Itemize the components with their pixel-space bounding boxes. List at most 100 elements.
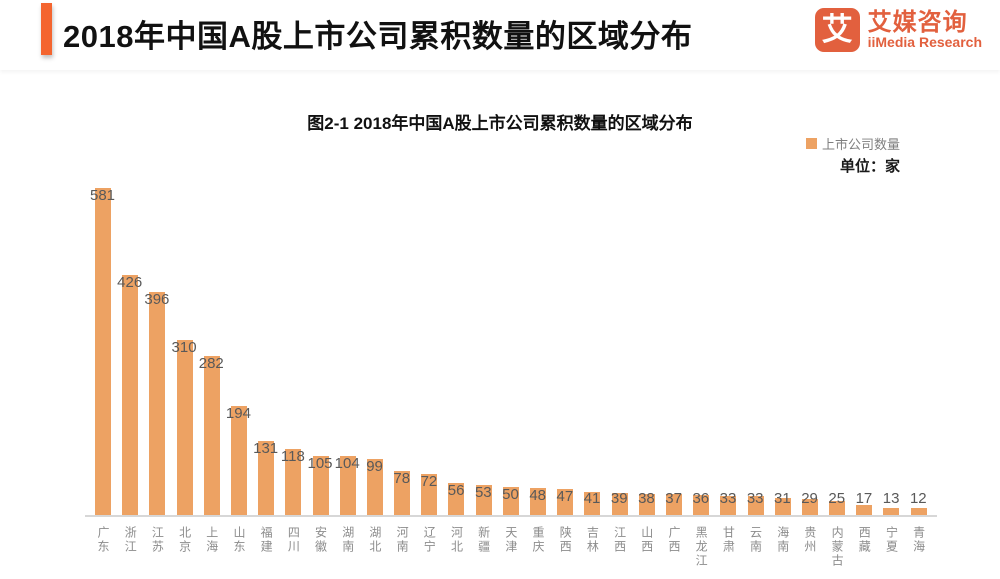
x-axis-label-text: 浙江 (123, 526, 138, 554)
bar-value-label: 72 (420, 473, 438, 490)
x-axis-label-text: 吉林 (585, 526, 600, 554)
bar-value-label: 105 (307, 455, 333, 472)
bar-value-label: 38 (638, 490, 655, 507)
bar: 12 (910, 491, 927, 515)
x-axis-label: 上海 (204, 526, 220, 568)
bar: 50 (502, 486, 519, 515)
x-axis-label: 新疆 (476, 526, 492, 568)
x-axis-label: 浙江 (122, 526, 138, 568)
x-axis-label-text: 广东 (96, 526, 110, 554)
bar-value-label: 396 (144, 291, 170, 308)
x-axis-label-text: 上海 (204, 526, 219, 554)
bar: 72 (421, 474, 437, 515)
bar-value-label: 53 (474, 484, 492, 501)
bar-value-label: 282 (198, 355, 224, 372)
iimedia-logo: 艾 艾媒咨询 iiMedia Research (814, 8, 982, 52)
x-axis-label-text: 河南 (395, 526, 410, 554)
logo-name-en: iiMedia Research (867, 34, 982, 51)
bar-value-label: 33 (746, 490, 764, 507)
report-header: 2018年中国A股上市公司累积数量的区域分布 艾 艾媒咨询 iiMedia Re… (0, 0, 1000, 70)
x-axis-label-text: 江苏 (150, 526, 165, 554)
bar: 78 (393, 470, 411, 515)
bar: 396 (144, 292, 169, 515)
bar-value-label: 36 (692, 490, 710, 507)
bar: 105 (307, 456, 333, 515)
bar: 37 (665, 490, 682, 515)
x-axis-label: 云南 (748, 526, 764, 568)
report-title: 2018年中国A股上市公司累积数量的区域分布 (63, 19, 693, 54)
x-axis-label-text: 云南 (748, 526, 763, 554)
bar-value-label: 104 (334, 455, 360, 472)
bar-value-label: 39 (610, 490, 628, 507)
title-accent-bar (41, 3, 52, 55)
x-axis-label: 福建 (258, 526, 274, 568)
bar-value-label: 56 (447, 482, 465, 499)
x-axis-label-text: 山西 (639, 526, 654, 554)
x-axis-label-text: 新疆 (476, 526, 491, 554)
x-axis-label: 海南 (775, 526, 791, 568)
x-axis-label: 北京 (177, 526, 193, 568)
bar-value-label: 50 (502, 486, 519, 503)
x-axis-label: 黑龙江 (693, 526, 709, 568)
x-axis-label: 贵州 (802, 526, 818, 568)
bar: 33 (720, 491, 736, 515)
bar-value-label: 131 (253, 440, 279, 457)
x-axis-label: 宁夏 (883, 526, 899, 568)
bar: 104 (335, 456, 360, 515)
bar: 39 (610, 490, 628, 515)
bar-value-label: 118 (280, 448, 305, 465)
x-axis-label: 西藏 (856, 526, 872, 568)
x-axis-label: 天津 (503, 526, 519, 568)
legend-label: 上市公司数量 (821, 137, 900, 152)
bar: 194 (226, 406, 251, 515)
chart-title: 图2-1 2018年中国A股上市公司累积数量的区域分布 (307, 114, 693, 133)
x-axis-label-text: 福建 (259, 526, 274, 554)
bar-value-label: 31 (774, 490, 791, 507)
x-axis-label-text: 安徽 (313, 526, 328, 554)
x-axis-label: 重庆 (530, 526, 546, 568)
bar-value-label: 426 (117, 274, 143, 291)
x-axis-label-text: 湖北 (367, 526, 382, 554)
bar-value-label: 310 (171, 339, 197, 356)
unit-label: 单位：家 (839, 158, 900, 175)
bar-value-label: 99 (366, 458, 383, 475)
bar-value-label: 13 (882, 490, 900, 507)
bar-value-label: 48 (529, 487, 547, 504)
bar: 38 (638, 490, 655, 515)
bar: 53 (474, 484, 492, 515)
x-axis-label-text: 湖南 (340, 526, 355, 554)
bar: 13 (883, 491, 899, 515)
x-axis-label-text: 宁夏 (884, 526, 899, 554)
bar: 25 (828, 491, 845, 515)
x-axis-label: 辽宁 (421, 526, 437, 568)
x-axis-label-text: 山东 (231, 526, 246, 554)
bar: 48 (529, 487, 547, 515)
x-axis-label: 江西 (612, 526, 628, 568)
bar: 56 (448, 483, 464, 515)
bar-value-label: 581 (89, 187, 116, 204)
x-axis-label: 河北 (448, 526, 464, 568)
bar-value-label: 194 (225, 405, 251, 422)
x-axis-label: 广西 (666, 526, 682, 568)
x-axis-label-text: 河北 (449, 526, 464, 554)
logo-glyph: 艾 (821, 11, 853, 47)
chart-legend: 上市公司数量 (805, 134, 900, 153)
x-axis-label-text: 江西 (612, 526, 627, 554)
x-axis-label-text: 天津 (503, 526, 518, 554)
logo-name-zh: 艾媒咨询 (867, 9, 968, 37)
x-axis-label-text: 内蒙古 (830, 526, 845, 568)
bar-value-label: 41 (583, 490, 601, 507)
bar: 118 (281, 449, 305, 515)
bar: 99 (366, 458, 383, 515)
x-axis-label: 陕西 (557, 526, 573, 568)
legend-swatch (805, 138, 817, 149)
bar-value-label: 37 (665, 490, 682, 507)
x-axis-label: 吉林 (584, 526, 600, 568)
iimedia-logo-icon: 艾 (814, 8, 860, 52)
bar: 33 (747, 491, 764, 515)
bar: 47 (557, 489, 573, 515)
bar-plot: 581 426 396 310 282 194 131 118 105 104 99 78 72 56 53… (85, 179, 937, 517)
x-axis-label-text: 贵州 (802, 526, 817, 554)
bar-value-label: 78 (393, 470, 411, 487)
x-axis-label-text: 广西 (666, 526, 681, 554)
